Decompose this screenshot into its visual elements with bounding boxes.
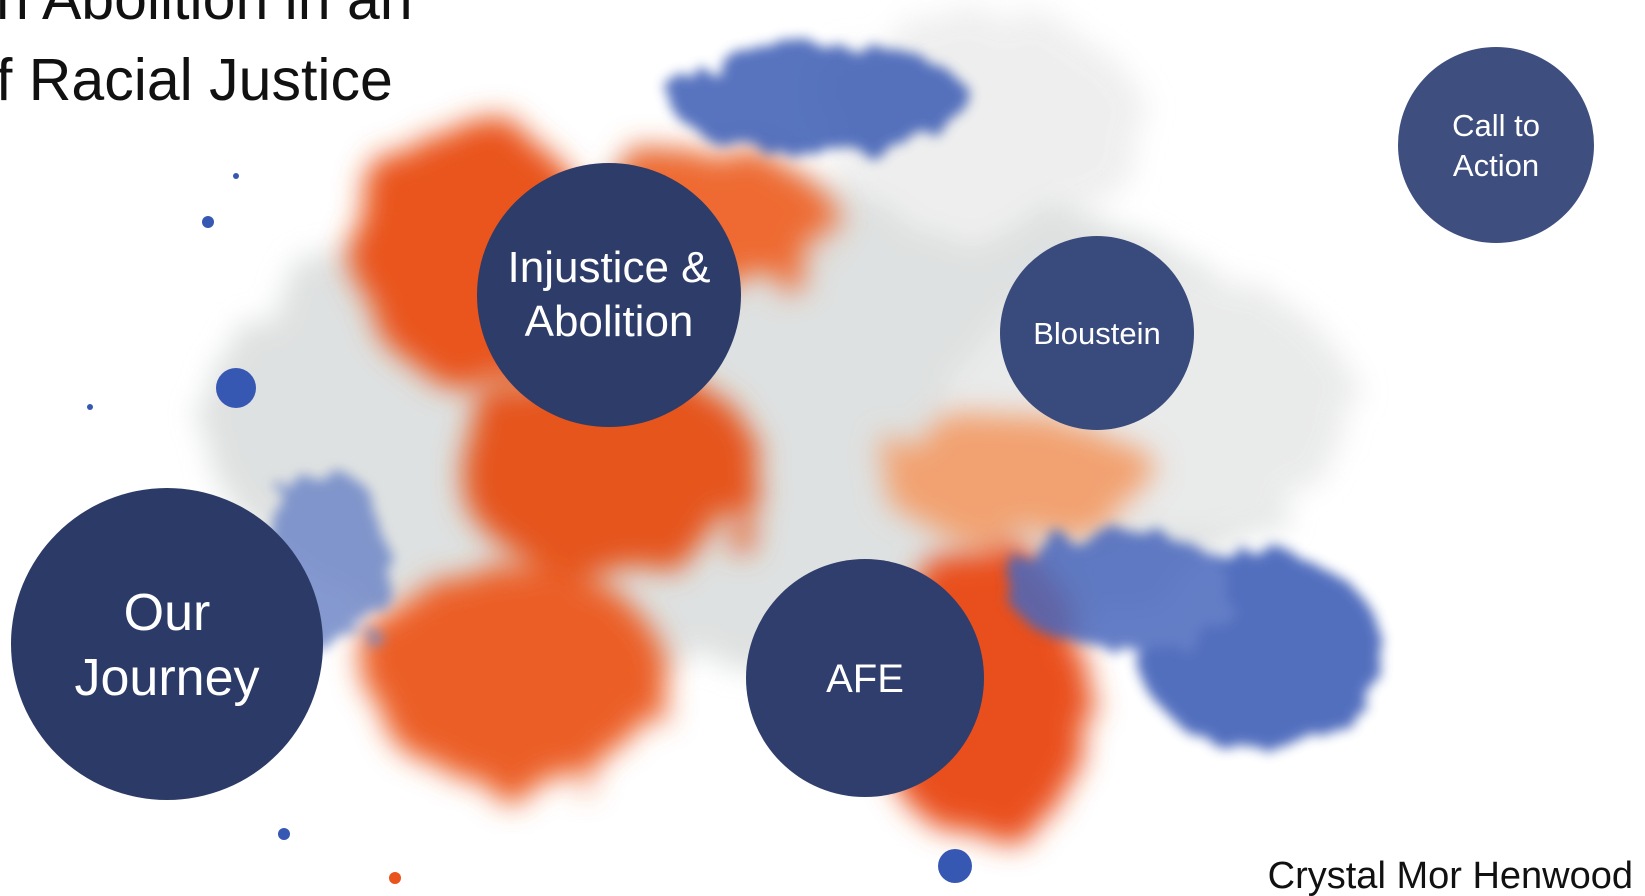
node-circle[interactable]	[477, 163, 741, 427]
node-label[interactable]: Our	[124, 584, 211, 642]
topic-node[interactable]: Bloustein	[1000, 236, 1194, 430]
node-circle[interactable]	[1000, 236, 1194, 430]
node-label[interactable]: AFE	[826, 657, 904, 701]
node-circle[interactable]	[746, 559, 984, 797]
watercolor-background	[87, 10, 1380, 884]
node-label[interactable]: Abolition	[525, 297, 694, 346]
node-label[interactable]: Bloustein	[1033, 316, 1161, 351]
node-label[interactable]: Injustice &	[508, 243, 711, 292]
topic-node[interactable]: Our Journey	[11, 488, 323, 800]
topic-node[interactable]: Injustice & Abolition	[477, 163, 741, 427]
title-line: n Abolition in an	[0, 0, 413, 32]
node-label[interactable]: Journey	[75, 649, 260, 707]
node-circle[interactable]	[1398, 47, 1594, 243]
title-line: f Racial Justice	[0, 47, 393, 113]
node-label[interactable]: Action	[1453, 148, 1539, 183]
topic-node[interactable]: AFE	[746, 559, 984, 797]
node-circle[interactable]	[11, 488, 323, 800]
topic-node[interactable]: Call to Action	[1398, 47, 1594, 243]
author: Crystal Mor Henwood	[1268, 855, 1633, 896]
node-label[interactable]: Call to	[1452, 108, 1540, 143]
